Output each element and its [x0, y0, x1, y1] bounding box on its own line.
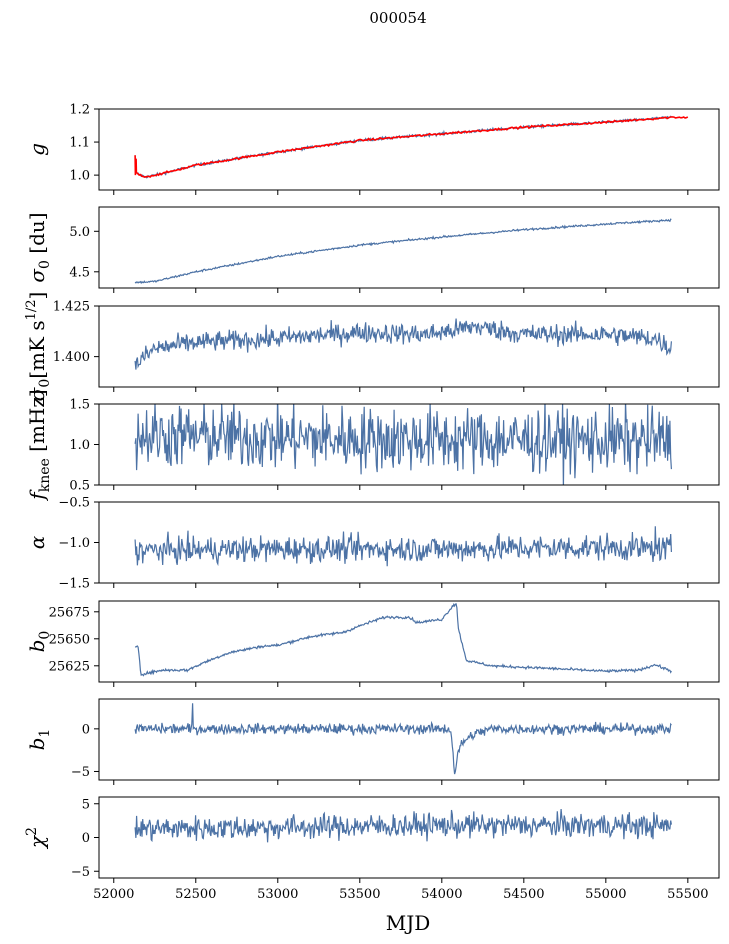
series-line-g — [134, 115, 672, 179]
fit-line-g — [134, 116, 689, 178]
series-line-sigma0_du — [134, 218, 672, 285]
y-tick-label: 4.5 — [69, 265, 90, 280]
y-axis-label-fknee: fknee [mHz] — [25, 389, 53, 501]
axes-frame — [98, 305, 720, 388]
y-tick-label: 1.1 — [69, 136, 90, 151]
y-tick-label: 25650 — [49, 632, 90, 647]
panel-b1: −5 0 b1 — [25, 698, 720, 785]
series-line-b1 — [134, 703, 672, 775]
y-tick-label: −5 — [71, 765, 90, 780]
series-line-chi2 — [134, 808, 672, 843]
y-tick-label: −1.0 — [58, 536, 90, 551]
x-tick-label: 54500 — [503, 887, 544, 902]
y-tick-label: 1.0 — [69, 438, 90, 453]
x-tick-label: 54000 — [421, 887, 462, 902]
x-tick-label: 52500 — [175, 887, 216, 902]
x-tick-label: 53500 — [339, 887, 380, 902]
axes-frame — [98, 796, 720, 879]
x-axis-label: MJD — [386, 911, 431, 935]
panel-sigma0_du: 4.5 5.0 σ0 [du] — [25, 206, 720, 293]
panel-b0: 25625 25650 25675 b0 — [25, 600, 720, 687]
panel-fknee: 0.5 1.0 1.5 fknee [mHz] — [25, 389, 720, 502]
y-axis-label-b1: b1 — [25, 729, 53, 751]
y-tick-label: 5 — [82, 797, 90, 812]
x-tick-label: 55000 — [585, 887, 626, 902]
y-tick-label: 25625 — [49, 659, 90, 674]
axes-frame — [98, 108, 720, 191]
y-tick-label: −5 — [71, 865, 90, 880]
y-tick-label: 1.2 — [69, 103, 90, 118]
y-tick-label: 1.425 — [53, 300, 90, 315]
x-axis: 52000 52500 53000 53500 54000 54500 55000 55500 — [93, 887, 708, 902]
series-line-b0 — [134, 602, 672, 677]
y-tick-label: −1.5 — [58, 577, 90, 592]
panel-alpha: −1.5 −1.0 −0.5 α — [25, 496, 720, 592]
y-axis-label-sigma0_du: σ0 [du] — [25, 212, 53, 282]
y-axis-label-g: g — [25, 143, 49, 156]
x-tick-label: 55500 — [667, 887, 708, 902]
y-axis-label-sigma0_mK: σ0[mK s1/2] — [24, 292, 53, 402]
series-line-fknee — [134, 404, 672, 485]
series-line-sigma0_mK — [134, 318, 672, 370]
axes-frame — [98, 206, 720, 289]
panel-chi2: −5 0 5 χ2 — [24, 796, 720, 883]
y-tick-label: 0.5 — [69, 479, 90, 494]
y-tick-label: 25675 — [49, 605, 90, 620]
y-tick-label: 0 — [82, 831, 90, 846]
axes-frame — [98, 698, 720, 781]
x-tick-label: 52000 — [93, 887, 134, 902]
panel-g: 1.0 1.1 1.2 g — [25, 103, 720, 195]
y-tick-label: 1.400 — [53, 350, 90, 365]
x-tick-label: 53000 — [257, 887, 298, 902]
y-axis-label-alpha: α — [25, 535, 49, 549]
y-tick-label: 0 — [82, 722, 90, 737]
series-line-alpha — [134, 526, 672, 567]
y-tick-label: 1.0 — [69, 169, 90, 184]
y-tick-label: 1.5 — [69, 398, 90, 413]
y-axis-label-chi2: χ2 — [24, 827, 49, 850]
axes-frame — [98, 600, 720, 683]
y-tick-label: −0.5 — [58, 496, 90, 511]
y-tick-label: 5.0 — [69, 225, 90, 240]
y-axis-label-b0: b0 — [25, 631, 53, 653]
figure-title: 000054 — [369, 9, 426, 27]
